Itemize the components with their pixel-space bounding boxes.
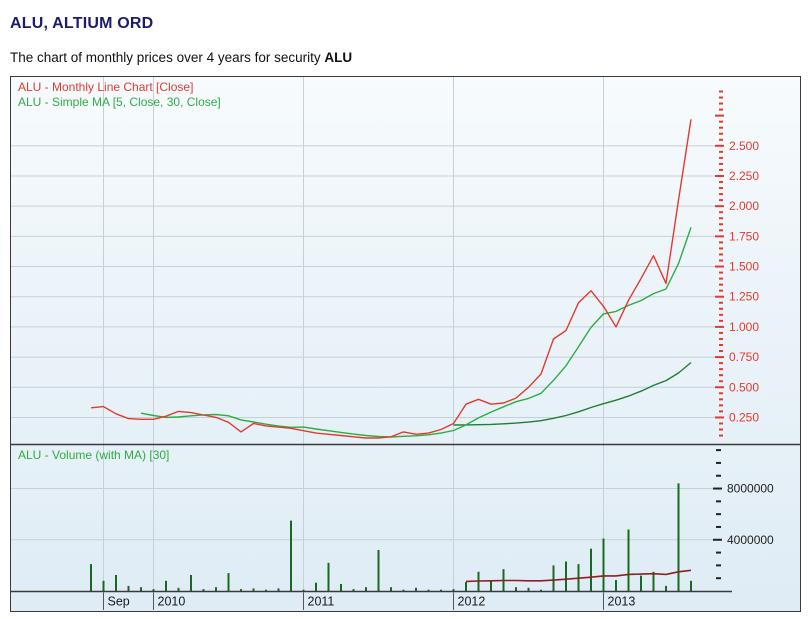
volume-bar — [377, 550, 380, 591]
volume-axis-label: 4000000 — [727, 533, 774, 547]
page-title: ALU, ALTIUM ORD — [10, 14, 154, 32]
subtitle-text: The chart of monthly prices over 4 years… — [10, 49, 325, 65]
volume-bar — [365, 587, 367, 591]
volume-bar — [227, 573, 230, 591]
volume-axis: 4000000 8000000 — [713, 449, 774, 580]
volume-bar — [452, 589, 455, 591]
volume-bar — [640, 575, 642, 591]
volume-bar — [190, 575, 192, 591]
volume-bar — [277, 588, 280, 591]
ma5-line — [140, 227, 692, 438]
volume-bar — [590, 548, 592, 591]
volume-bar — [165, 580, 167, 591]
volume-bar — [202, 589, 205, 591]
legend-close-line: ALU - Monthly Line Chart [Close] — [18, 80, 194, 94]
volume-bar — [390, 587, 392, 591]
volume-bar — [690, 580, 692, 591]
legend-moving-averages: ALU - Simple MA [5, Close, 30, Close] — [18, 95, 221, 109]
x-axis-labels: Sep 2010 2011 2012 2013 — [103, 592, 636, 610]
x-axis-label: Sep — [108, 595, 130, 609]
volume-bar — [102, 580, 105, 591]
volume-bar — [665, 585, 667, 591]
price-axis-label: 1.250 — [729, 290, 759, 304]
x-axis-label: 2013 — [608, 595, 636, 609]
security-code: ALU — [324, 49, 353, 65]
volume-bar — [352, 589, 355, 591]
page-subtitle: The chart of monthly prices over 4 years… — [10, 50, 352, 65]
volume-bar — [290, 520, 292, 591]
chart-panel: 0.250 0.500 0.750 1.000 1.250 1.500 1.750 2.000… — [10, 76, 801, 612]
x-axis-label: 2011 — [308, 595, 335, 609]
volume-bar — [552, 565, 555, 591]
volume-bar — [540, 589, 542, 591]
volume-bars — [90, 483, 692, 591]
price-axis-label: 0.500 — [729, 380, 759, 394]
volume-bar — [240, 589, 242, 591]
price-axis-label: 1.000 — [729, 320, 759, 334]
price-axis-label: 2.500 — [729, 139, 759, 153]
volume-ma-line — [465, 569, 692, 583]
volume-bar — [602, 538, 605, 591]
volume-bar — [615, 580, 617, 591]
volume-bar — [652, 571, 655, 591]
volume-bar — [402, 589, 405, 591]
volume-bar — [340, 584, 342, 591]
volume-bar — [627, 529, 630, 591]
volume-bar — [527, 587, 530, 591]
volume-bar — [127, 585, 130, 591]
volume-bar — [315, 582, 317, 591]
volume-bar — [152, 589, 155, 591]
x-axis-label: 2012 — [458, 595, 486, 609]
price-axis: 0.250 0.500 0.750 1.000 1.250 1.500 1.750 2.000… — [715, 90, 759, 437]
volume-bar — [327, 562, 330, 591]
volume-bar — [440, 589, 442, 591]
volume-bar — [177, 587, 180, 591]
price-axis-label: 1.500 — [729, 260, 759, 274]
volume-bar — [265, 589, 267, 591]
volume-pane-legend: ALU - Volume (with MA) [30] — [18, 448, 170, 462]
price-axis-label: 1.750 — [729, 229, 759, 243]
volume-bar — [115, 575, 117, 591]
volume-bar — [465, 582, 467, 591]
volume-bar — [215, 587, 217, 591]
price-axis-label: 2.000 — [729, 199, 759, 213]
price-axis-label: 0.750 — [729, 350, 759, 364]
volume-axis-label: 8000000 — [727, 482, 774, 496]
gridlines — [11, 77, 722, 592]
x-axis-label: 2010 — [158, 595, 186, 609]
volume-bar — [140, 587, 142, 591]
price-volume-chart: 0.250 0.500 0.750 1.000 1.250 1.500 1.750 2.000… — [11, 77, 800, 610]
volume-bar — [515, 587, 517, 591]
volume-bar — [427, 589, 430, 591]
volume-bar — [677, 483, 680, 591]
volume-bar — [252, 588, 255, 591]
volume-bar — [90, 564, 92, 591]
volume-bar — [490, 580, 492, 591]
price-axis-label: 0.250 — [729, 410, 759, 424]
ma30-line — [453, 361, 692, 426]
volume-bar — [302, 589, 305, 591]
close-line — [90, 119, 692, 439]
volume-bar — [415, 587, 417, 591]
volume-bar — [565, 561, 567, 591]
price-pane-legend: ALU - Monthly Line Chart [Close] ALU - S… — [18, 80, 221, 110]
price-axis-label: 2.250 — [729, 169, 759, 183]
